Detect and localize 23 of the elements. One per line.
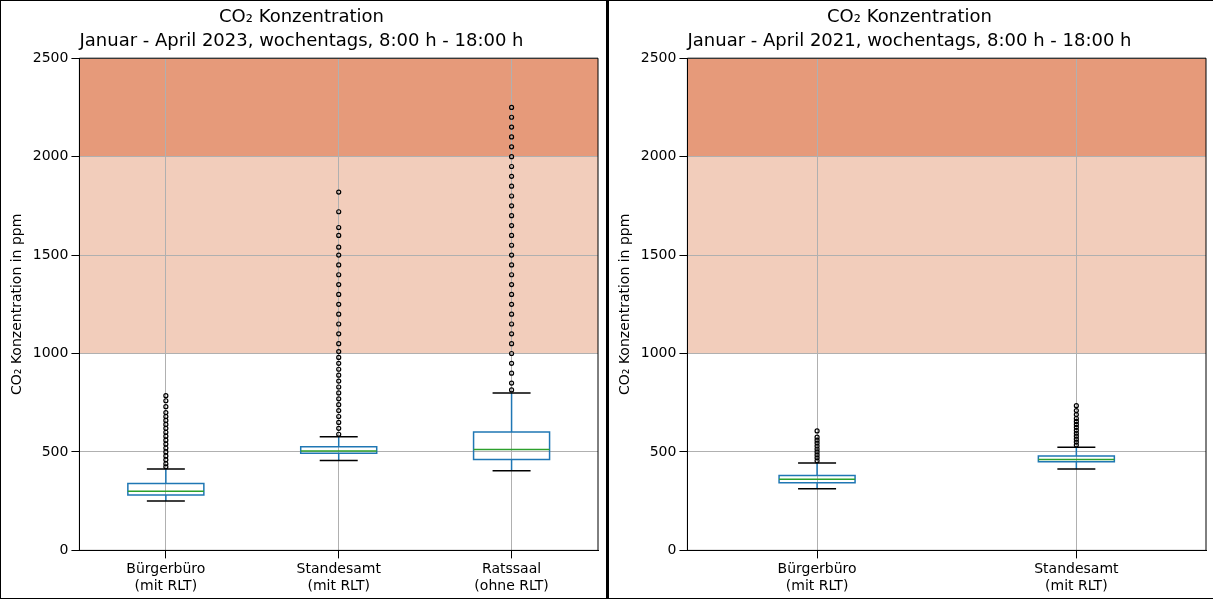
x-tick-label: Standesamt (mit RLT): [296, 560, 382, 594]
y-axis-title: CO₂ Konzentration in ppm: [616, 213, 633, 395]
y-tick-label: 500: [649, 442, 677, 459]
y-tick-label: 1000: [32, 344, 69, 361]
chart-subtitle: Januar - April 2021, wochentags, 8:00 h - 18:00 h: [686, 29, 1132, 51]
y-tick-label: 0: [59, 541, 69, 558]
x-tick-label: Bürgerbüro (mit RLT): [777, 560, 857, 594]
x-tick-label: Bürgerbüro (mit RLT): [126, 560, 206, 594]
y-tick-label: 2000: [640, 147, 677, 164]
x-tick-label: Standesamt (mit RLT): [1034, 560, 1120, 594]
y-tick-label: 1000: [640, 344, 677, 361]
chart-title: CO₂ Konzentration: [827, 5, 992, 27]
y-tick-label: 2500: [32, 48, 69, 65]
x-tick-label: Ratssaal (ohne RLT): [474, 560, 549, 594]
y-tick-label: 0: [667, 541, 677, 558]
chart-subtitle: Januar - April 2023, wochentags, 8:00 h - 18:00 h: [78, 29, 524, 51]
y-tick-label: 2000: [32, 147, 69, 164]
y-tick-label: 500: [41, 442, 69, 459]
chart-title: CO₂ Konzentration: [219, 5, 384, 27]
y-tick-label: 1500: [640, 245, 677, 262]
y-tick-label: 1500: [32, 245, 69, 262]
y-tick-label: 2500: [640, 48, 677, 65]
y-axis-title: CO₂ Konzentration in ppm: [8, 213, 25, 395]
